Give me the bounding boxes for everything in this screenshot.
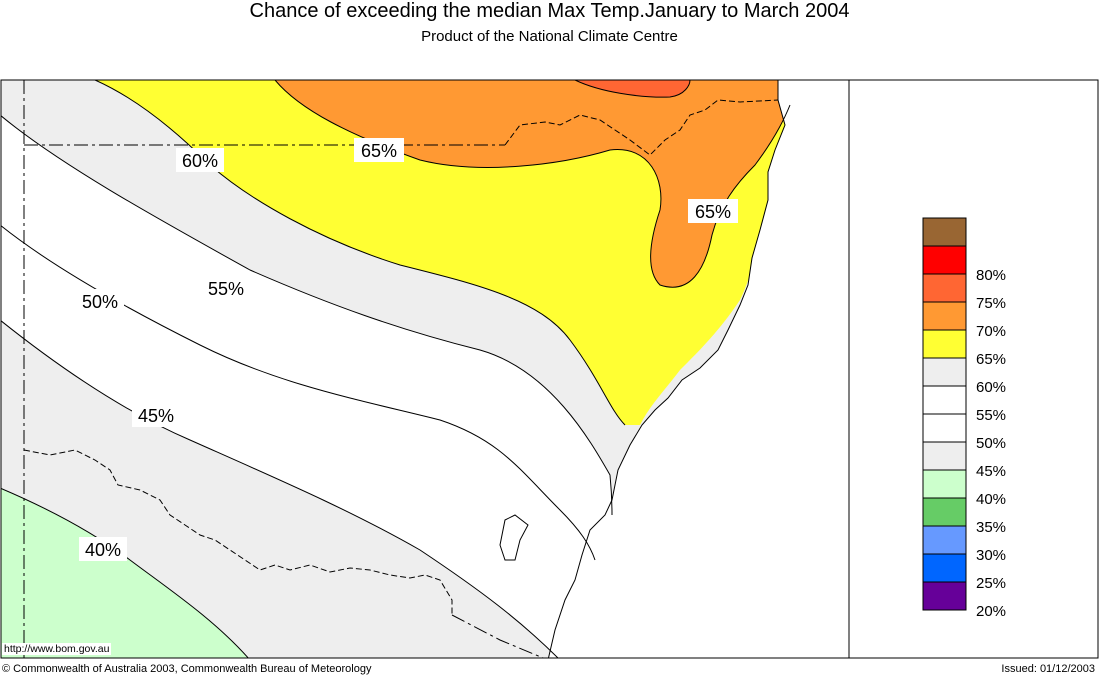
river-borders bbox=[23, 99, 779, 615]
legend-label: 35% bbox=[976, 519, 1006, 536]
svg-text:50%: 50% bbox=[82, 292, 118, 312]
legend-swatch bbox=[922, 441, 967, 471]
legend-panel bbox=[848, 79, 1099, 659]
contour-65 bbox=[274, 80, 791, 288]
legend-swatch bbox=[922, 385, 967, 415]
legend: 80% 75% 70% 65% 60% 55% 50% 45% 40% 35% 30% 25% 20% bbox=[922, 217, 1006, 620]
contour-40 bbox=[1, 487, 249, 658]
legend-swatch bbox=[922, 245, 967, 275]
map-title: Chance of exceeding the median Max Temp.… bbox=[249, 0, 850, 22]
contour-label-55: 55% bbox=[202, 276, 250, 300]
legend-label: 80% bbox=[976, 267, 1006, 284]
legend-swatch bbox=[922, 581, 967, 611]
legend-label: 65% bbox=[976, 351, 1006, 368]
border-act bbox=[451, 614, 545, 658]
zone-60-65 bbox=[95, 80, 790, 425]
legend-swatch bbox=[922, 413, 967, 443]
svg-text:65%: 65% bbox=[361, 141, 397, 161]
svg-text:55%: 55% bbox=[208, 279, 244, 299]
legend-swatch bbox=[922, 469, 967, 499]
coastline bbox=[547, 80, 786, 658]
zone-65-70 bbox=[275, 80, 790, 288]
legend-label: 40% bbox=[976, 491, 1006, 508]
legend-label: 60% bbox=[976, 379, 1006, 396]
lake-outline bbox=[499, 514, 529, 561]
river-border-north bbox=[504, 99, 779, 156]
contour-60 bbox=[94, 80, 626, 426]
contour-label-65-east: 65% bbox=[688, 199, 738, 223]
copyright-text: © Commonwealth of Australia 2003, Common… bbox=[2, 663, 372, 675]
legend-swatch bbox=[922, 217, 967, 247]
contour-label-65-north: 65% bbox=[354, 138, 404, 162]
contour-label-45: 45% bbox=[132, 403, 180, 427]
legend-swatch bbox=[922, 273, 967, 303]
state-borders bbox=[23, 80, 545, 658]
svg-text:40%: 40% bbox=[85, 540, 121, 560]
legend-swatch bbox=[922, 553, 967, 583]
legend-label: 20% bbox=[976, 603, 1006, 620]
legend-swatch bbox=[922, 329, 967, 359]
legend-label: 50% bbox=[976, 435, 1006, 452]
legend-label: 55% bbox=[976, 407, 1006, 424]
legend-swatch bbox=[922, 525, 967, 555]
legend-label: 45% bbox=[976, 463, 1006, 480]
url-label: http://www.bom.gov.au bbox=[2, 643, 112, 655]
contour-label-60: 60% bbox=[176, 148, 224, 172]
zone-70-75 bbox=[575, 80, 690, 98]
legend-label: 75% bbox=[976, 295, 1006, 312]
contour-45 bbox=[1, 320, 559, 658]
zone-35-40 bbox=[1, 488, 249, 658]
contour-55 bbox=[1, 115, 613, 516]
svg-text:60%: 60% bbox=[182, 151, 218, 171]
river-border-south bbox=[23, 449, 453, 615]
contour-label-40: 40% bbox=[79, 537, 127, 561]
legend-swatch bbox=[922, 357, 967, 387]
map-subtitle: Product of the National Climate Centre bbox=[421, 28, 678, 45]
legend-swatch bbox=[922, 301, 967, 331]
legend-label: 70% bbox=[976, 323, 1006, 340]
legend-swatch bbox=[922, 497, 967, 527]
contour-label-50: 50% bbox=[76, 289, 124, 313]
svg-text:45%: 45% bbox=[138, 406, 174, 426]
legend-label: 25% bbox=[976, 575, 1006, 592]
svg-text:65%: 65% bbox=[695, 202, 731, 222]
legend-label: 30% bbox=[976, 547, 1006, 564]
contour-70 bbox=[574, 80, 691, 98]
map-area: 60% 65% 65% 55% 50% 45% 40% bbox=[1, 80, 849, 658]
issued-date: Issued: 01/12/2003 bbox=[1001, 663, 1095, 675]
